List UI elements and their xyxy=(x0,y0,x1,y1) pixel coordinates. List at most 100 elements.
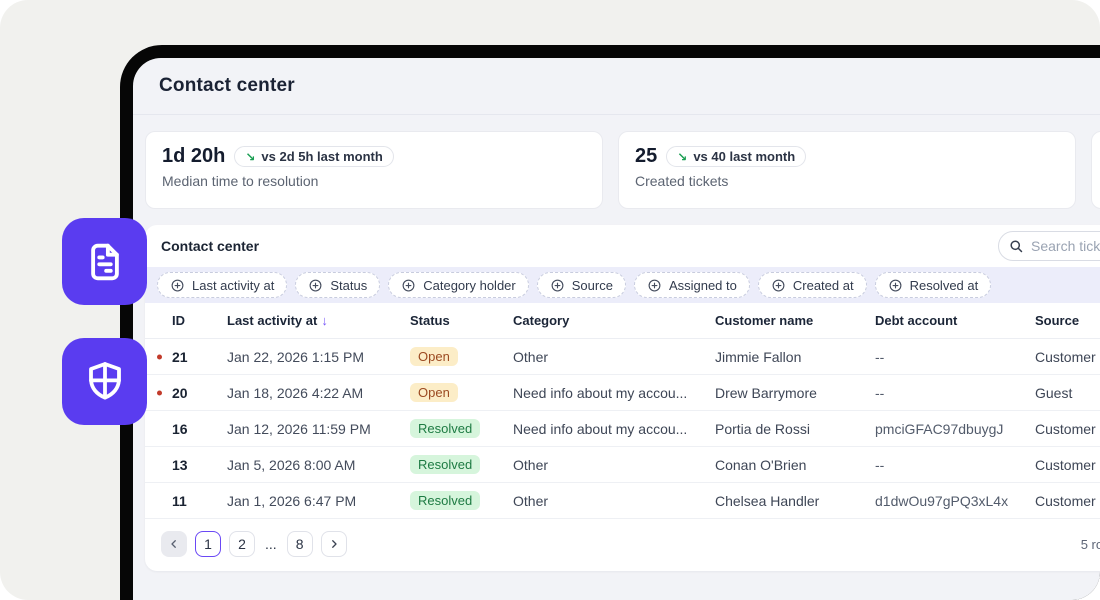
filter-chip-category-holder[interactable]: Category holder xyxy=(388,272,529,298)
filter-chip-label: Created at xyxy=(792,277,854,293)
column-header-last-activity[interactable]: Last activity at ↓ xyxy=(227,313,328,328)
ticket-id: 13 xyxy=(172,456,188,473)
plus-circle-icon xyxy=(171,279,184,291)
shield-tile-button[interactable] xyxy=(62,338,147,425)
table-row[interactable]: 16 Jan 12, 2026 11:59 PM Resolved Need i… xyxy=(145,411,1100,447)
window-header: Contact center xyxy=(133,58,1100,115)
ticket-id: 11 xyxy=(172,492,187,509)
table-row[interactable]: 13 Jan 5, 2026 8:00 AM Resolved Other Co… xyxy=(145,447,1100,483)
debt-account-cell: -- xyxy=(875,456,885,473)
customer-name-cell: Conan O'Brien xyxy=(715,456,807,473)
table-row[interactable]: 21 Jan 22, 2026 1:15 PM Open Other Jimmi… xyxy=(145,339,1100,375)
status-cell: Resolved xyxy=(410,491,513,510)
source-cell: Customer xyxy=(1035,492,1096,509)
document-tile-button[interactable] xyxy=(62,218,147,305)
document-icon xyxy=(90,243,119,280)
unread-dot xyxy=(157,354,162,359)
table-row[interactable]: 20 Jan 18, 2026 4:22 AM Open Need info a… xyxy=(145,375,1100,411)
last-activity-cell: Jan 1, 2026 6:47 PM xyxy=(227,492,357,509)
pagination-page-2[interactable]: 2 xyxy=(229,531,255,557)
search-box[interactable] xyxy=(998,231,1100,261)
panel-header: Contact center xyxy=(145,225,1100,267)
unread-dot xyxy=(157,390,162,395)
search-icon xyxy=(1010,239,1023,252)
stat-cards-row: 1d 20h ↘ vs 2d 5h last month Median time… xyxy=(133,115,1100,209)
panel-title: Contact center xyxy=(161,238,260,254)
plus-circle-icon xyxy=(402,279,415,291)
filter-chip-resolved-at[interactable]: Resolved at xyxy=(874,272,992,298)
last-activity-cell: Jan 22, 2026 1:15 PM xyxy=(227,348,364,365)
stat-card-partial xyxy=(1091,131,1100,209)
column-header-category[interactable]: Category xyxy=(513,313,570,328)
status-cell: Resolved xyxy=(410,419,513,438)
stat-trend-label: vs 2d 5h last month xyxy=(261,149,383,164)
rows-per-page-label[interactable]: 5 rows xyxy=(1080,536,1100,552)
table-row[interactable]: 11 Jan 1, 2026 6:47 PM Resolved Other Ch… xyxy=(145,483,1100,519)
filter-chip-label: Status xyxy=(330,277,368,293)
column-header-id[interactable]: ID xyxy=(172,313,185,328)
customer-name-cell: Jimmie Fallon xyxy=(715,348,802,365)
column-header-status[interactable]: Status xyxy=(410,313,450,328)
search-input[interactable] xyxy=(1031,238,1100,254)
filter-chip-source[interactable]: Source xyxy=(536,272,626,298)
filter-strip: Last activity at Status Category holder … xyxy=(145,267,1100,303)
column-header-source[interactable]: Source xyxy=(1035,313,1080,328)
pagination-page-1[interactable]: 1 xyxy=(195,531,221,557)
status-cell: Resolved xyxy=(410,455,513,474)
status-badge: Resolved xyxy=(410,419,481,438)
plus-circle-icon xyxy=(889,279,902,291)
stat-trend-badge: ↘ vs 2d 5h last month xyxy=(234,146,394,167)
column-header-customer-name[interactable]: Customer name xyxy=(715,313,814,328)
stat-card-created-tickets: 25 ↘ vs 40 last month Created tickets xyxy=(618,131,1076,209)
pagination-page-8[interactable]: 8 xyxy=(286,531,313,557)
category-cell: Other xyxy=(513,456,549,473)
pagination-next-button[interactable] xyxy=(320,531,347,557)
last-activity-cell: Jan 18, 2026 4:22 AM xyxy=(227,384,364,401)
stat-trend-badge: ↘ vs 40 last month xyxy=(666,146,807,167)
pagination-prev-button[interactable] xyxy=(161,531,187,557)
debt-account-cell: pmciGFAC97dbuygJ xyxy=(875,420,1004,437)
page-title: Contact center xyxy=(159,75,295,96)
source-cell: Guest xyxy=(1035,384,1073,401)
pagination-ellipsis: ... xyxy=(263,531,279,557)
app-window-content: Contact center 1d 20h ↘ vs 2d 5h last mo… xyxy=(133,58,1100,600)
filter-chip-label: Source xyxy=(571,277,613,293)
last-activity-cell: Jan 5, 2026 8:00 AM xyxy=(227,456,356,473)
sort-desc-icon: ↓ xyxy=(321,313,328,328)
status-badge: Open xyxy=(410,383,458,402)
filter-chip-label: Category holder xyxy=(423,277,516,293)
category-cell: Need info about my accou... xyxy=(513,420,688,437)
debt-account-cell: -- xyxy=(875,384,885,401)
filter-chip-status[interactable]: Status xyxy=(295,272,381,298)
filter-chip-assigned-to[interactable]: Assigned to xyxy=(633,272,750,298)
plus-circle-icon xyxy=(648,279,661,291)
plus-circle-icon xyxy=(309,279,322,291)
filter-chip-label: Last activity at xyxy=(192,277,275,293)
chevron-left-icon xyxy=(171,540,176,548)
source-cell: Customer xyxy=(1035,420,1096,437)
source-cell: Customer xyxy=(1035,348,1096,365)
category-cell: Other xyxy=(513,348,549,365)
ticket-id: 21 xyxy=(145,349,227,365)
pagination: 1 2 ... 8 5 rows xyxy=(145,519,1100,571)
stat-label: Created tickets xyxy=(635,173,729,189)
debt-account-cell: -- xyxy=(875,348,885,365)
filter-chip-created-at[interactable]: Created at xyxy=(757,272,867,298)
trend-down-icon: ↘ xyxy=(245,149,256,164)
stat-trend-label: vs 40 last month xyxy=(693,149,796,164)
ticket-id: 16 xyxy=(172,420,188,437)
column-header-debt-account[interactable]: Debt account xyxy=(875,313,958,328)
stat-label: Median time to resolution xyxy=(162,173,319,189)
customer-name-cell: Chelsea Handler xyxy=(715,492,820,509)
plus-circle-icon xyxy=(551,279,564,291)
customer-name-cell: Portia de Rossi xyxy=(715,420,810,437)
source-cell: Customer xyxy=(1035,456,1096,473)
debt-account-cell: d1dwOu97gPQ3xL4x xyxy=(875,492,1009,509)
trend-down-icon: ↘ xyxy=(677,149,688,164)
filter-chip-last-activity-at[interactable]: Last activity at xyxy=(157,272,288,298)
filter-chip-label: Assigned to xyxy=(668,277,737,293)
plus-circle-icon xyxy=(772,279,785,291)
app-window: Contact center 1d 20h ↘ vs 2d 5h last mo… xyxy=(120,45,1100,600)
status-cell: Open xyxy=(410,347,513,366)
